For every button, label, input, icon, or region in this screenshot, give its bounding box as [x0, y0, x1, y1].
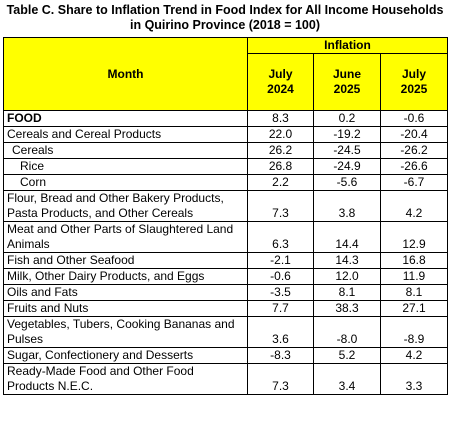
value-cell: -19.2: [313, 126, 381, 143]
value-cell: 3.4: [313, 363, 381, 395]
row-label: Cereals and Cereal Products: [3, 126, 248, 143]
value-cell: 7.7: [247, 300, 314, 317]
table-row: Ready-Made Food and Other Food Products …: [3, 363, 448, 395]
row-label: Fish and Other Seafood: [3, 252, 248, 269]
value-cell: 8.1: [313, 284, 381, 301]
table-row: Cereals and Cereal Products 22.0 -19.2 -20.…: [3, 126, 448, 143]
value-cell: 26.8: [247, 158, 314, 175]
value-cell: 7.3: [247, 363, 314, 395]
table-row: Meat and Other Parts of Slaughtered Land…: [3, 221, 448, 253]
value-cell: 3.6: [247, 316, 314, 348]
value-cell: -6.7: [380, 174, 448, 191]
value-cell: -0.6: [247, 268, 314, 285]
value-cell: 2.2: [247, 174, 314, 191]
value-cell: 5.2: [313, 347, 381, 364]
table-row: Cereals 26.2 -24.5 -26.2: [3, 142, 448, 159]
value-cell: -8.3: [247, 347, 314, 364]
value-cell: 12.9: [380, 221, 448, 253]
value-cell: 3.8: [313, 190, 381, 222]
value-cell: 4.2: [380, 190, 448, 222]
value-cell: -8.0: [313, 316, 381, 348]
value-cell: -24.5: [313, 142, 381, 159]
row-label: Flour, Bread and Other Bakery Products, …: [3, 190, 248, 222]
column-header: July 2024: [247, 53, 314, 111]
value-cell: 38.3: [313, 300, 381, 317]
table: Month Inflation July 2024 June 2025 July…: [3, 37, 448, 395]
row-label: Milk, Other Dairy Products, and Eggs: [3, 268, 248, 285]
table-title: Table C. Share to Inflation Trend in Foo…: [6, 3, 444, 32]
value-cell: 12.0: [313, 268, 381, 285]
row-label: Corn: [3, 174, 248, 191]
value-cell: -3.5: [247, 284, 314, 301]
table-row: Rice 26.8 -24.9 -26.6: [3, 158, 448, 175]
value-cell: 16.8: [380, 252, 448, 269]
value-cell: -0.6: [380, 110, 448, 127]
value-cell: 7.3: [247, 190, 314, 222]
table-row: FOOD 8.3 0.2 -0.6: [3, 110, 448, 127]
value-cell: -26.6: [380, 158, 448, 175]
value-cell: 3.3: [380, 363, 448, 395]
column-header: July 2025: [380, 53, 448, 111]
value-cell: -24.9: [313, 158, 381, 175]
row-label: Cereals: [3, 142, 248, 159]
table-row: Sugar, Confectionery and Desserts -8.3 5.2…: [3, 347, 448, 364]
row-label: Vegetables, Tubers, Cooking Bananas and …: [3, 316, 248, 348]
value-cell: 27.1: [380, 300, 448, 317]
table-row: Corn 2.2 -5.6 -6.7: [3, 174, 448, 191]
table-row: Fruits and Nuts 7.7 38.3 27.1: [3, 300, 448, 317]
table-row: Fish and Other Seafood -2.1 14.3 16.8: [3, 252, 448, 269]
table-row: Flour, Bread and Other Bakery Products, …: [3, 190, 448, 222]
row-label: Rice: [3, 158, 248, 175]
page: Table C. Share to Inflation Trend in Foo…: [0, 3, 450, 433]
row-label: FOOD: [3, 110, 248, 127]
row-label: Oils and Fats: [3, 284, 248, 301]
value-cell: -20.4: [380, 126, 448, 143]
value-cell: 11.9: [380, 268, 448, 285]
table-row: Milk, Other Dairy Products, and Eggs -0.6…: [3, 268, 448, 285]
value-cell: 26.2: [247, 142, 314, 159]
value-cell: 8.3: [247, 110, 314, 127]
row-label: Fruits and Nuts: [3, 300, 248, 317]
value-cell: 8.1: [380, 284, 448, 301]
value-cell: -5.6: [313, 174, 381, 191]
group-header: Inflation: [247, 37, 448, 54]
row-label: Meat and Other Parts of Slaughtered Land…: [3, 221, 248, 253]
value-cell: 22.0: [247, 126, 314, 143]
table-row: Vegetables, Tubers, Cooking Bananas and …: [3, 316, 448, 348]
column-header: June 2025: [313, 53, 381, 111]
table-row: Oils and Fats -3.5 8.1 8.1: [3, 284, 448, 301]
value-cell: 6.3: [247, 221, 314, 253]
value-cell: -26.2: [380, 142, 448, 159]
row-label: Sugar, Confectionery and Desserts: [3, 347, 248, 364]
value-cell: -8.9: [380, 316, 448, 348]
value-cell: 14.4: [313, 221, 381, 253]
value-cell: 4.2: [380, 347, 448, 364]
value-cell: 0.2: [313, 110, 381, 127]
month-header: Month: [3, 37, 248, 111]
row-label: Ready-Made Food and Other Food Products …: [3, 363, 248, 395]
value-cell: -2.1: [247, 252, 314, 269]
value-cell: 14.3: [313, 252, 381, 269]
